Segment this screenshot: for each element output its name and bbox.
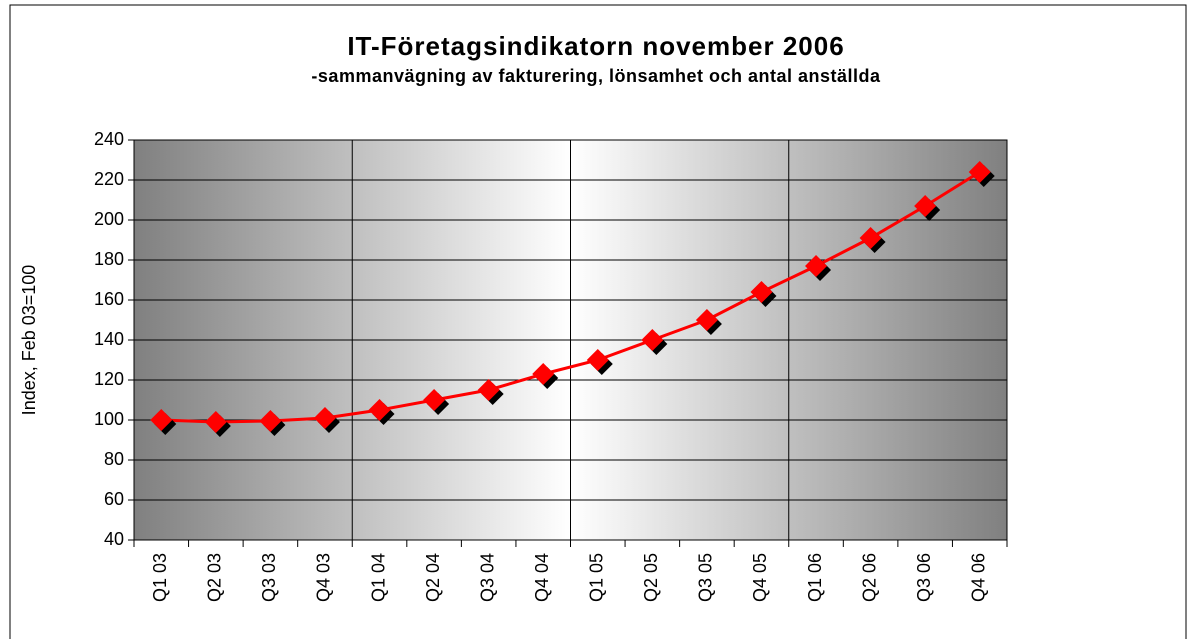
y-tick-label: 140 <box>94 329 124 349</box>
x-tick-label: Q3 06 <box>914 553 934 602</box>
y-tick-label: 40 <box>104 529 124 549</box>
marker <box>750 281 773 303</box>
x-tick-label: Q4 03 <box>314 553 334 602</box>
y-tick-label: 100 <box>94 409 124 429</box>
marker <box>259 410 282 432</box>
x-tick-label: Q1 03 <box>150 553 170 602</box>
y-tick-label: 160 <box>94 289 124 309</box>
x-tick-label: Q1 04 <box>368 553 388 602</box>
chart-title: IT-Företagsindikatorn november 2006 <box>347 31 844 61</box>
x-tick-label: Q2 04 <box>423 553 443 602</box>
y-tick-label: 180 <box>94 249 124 269</box>
y-tick-label: 80 <box>104 449 124 469</box>
y-axis-label: Index, Feb 03=100 <box>19 265 39 416</box>
x-tick-label: Q4 05 <box>750 553 770 602</box>
marker <box>586 349 609 371</box>
x-tick-label: Q3 05 <box>696 553 716 602</box>
y-tick-label: 200 <box>94 209 124 229</box>
marker <box>532 363 555 385</box>
marker <box>695 309 718 331</box>
marker <box>423 389 446 411</box>
marker <box>914 195 937 217</box>
y-tick-label: 240 <box>94 129 124 149</box>
x-tick-label: Q2 05 <box>641 553 661 602</box>
marker <box>641 329 664 351</box>
marker <box>150 409 173 431</box>
x-tick-label: Q3 03 <box>259 553 279 602</box>
marker <box>477 379 500 401</box>
x-tick-label: Q4 04 <box>532 553 552 602</box>
marker <box>204 411 227 433</box>
marker <box>368 399 391 421</box>
y-tick-label: 220 <box>94 169 124 189</box>
x-tick-label: Q3 04 <box>477 553 497 602</box>
x-tick-label: Q2 03 <box>205 553 225 602</box>
marker <box>805 255 828 277</box>
x-tick-label: Q2 06 <box>859 553 879 602</box>
data-line <box>161 170 981 424</box>
x-tick-label: Q1 05 <box>587 553 607 602</box>
marker <box>859 227 882 249</box>
marker <box>313 407 336 429</box>
y-tick-label: 60 <box>104 489 124 509</box>
y-tick-label: 120 <box>94 369 124 389</box>
chart-subtitle: -sammanvägning av fakturering, lönsamhet… <box>311 66 881 86</box>
x-tick-label: Q1 06 <box>805 553 825 602</box>
marker <box>968 161 991 183</box>
x-tick-label: Q4 06 <box>968 553 988 602</box>
